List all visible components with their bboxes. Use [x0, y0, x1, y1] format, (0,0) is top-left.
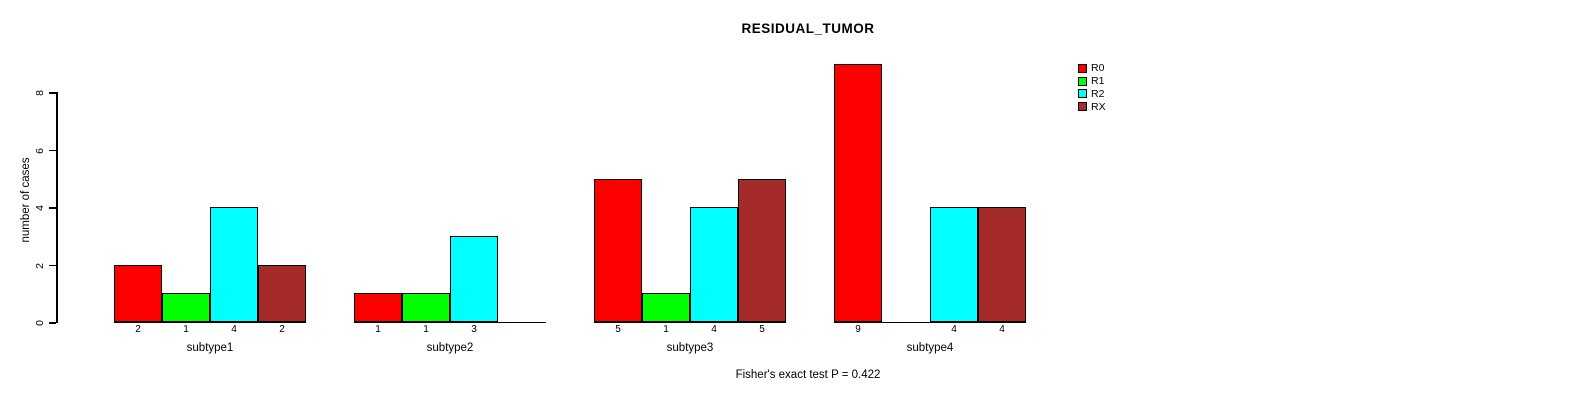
bar-value-label: 1 — [375, 324, 381, 335]
group-baseline — [354, 321, 546, 323]
legend-swatch-RX — [1078, 102, 1087, 112]
bar-R1-subtype1 — [162, 293, 210, 322]
y-axis-line — [56, 92, 58, 324]
bar-value-label: 2 — [135, 324, 141, 335]
bar-R2-subtype2 — [450, 235, 498, 322]
bar-R1-subtype3 — [642, 293, 690, 322]
legend-swatch-R0 — [1078, 63, 1087, 73]
y-axis-label: number of cases — [20, 157, 32, 243]
y-tick-mark — [49, 149, 56, 152]
chart-title: RESIDUAL_TUMOR — [741, 21, 875, 36]
legend-item-R1: R1 — [1078, 75, 1106, 88]
bar-R0-subtype2 — [354, 293, 402, 322]
bar-value-label: 1 — [423, 324, 429, 335]
bar-R0-subtype3 — [594, 178, 642, 322]
bar-value-label: 5 — [615, 324, 621, 335]
bar-RX-subtype1 — [258, 264, 306, 322]
group-baseline — [834, 321, 1026, 323]
bar-value-label: 1 — [183, 324, 189, 335]
bar-R2-subtype4 — [930, 207, 978, 322]
legend: R0 R1 R2 RX — [1078, 62, 1106, 113]
bar-value-label: 4 — [951, 324, 957, 335]
bar-R0-subtype1 — [114, 264, 162, 322]
legend-item-R0: R0 — [1078, 62, 1106, 75]
y-tick-mark — [49, 207, 56, 209]
category-label-subtype3: subtype3 — [666, 342, 714, 354]
legend-swatch-R2 — [1078, 89, 1087, 99]
y-tick-label: 4 — [34, 205, 46, 212]
legend-item-RX: RX — [1078, 100, 1106, 113]
fisher-test-caption: Fisher's exact test P = 0.422 — [735, 369, 881, 381]
bar-RX-subtype4 — [978, 207, 1026, 322]
bar-value-label: 5 — [759, 324, 765, 335]
bar-R1-subtype2 — [402, 293, 450, 322]
y-tick-label: 6 — [34, 147, 46, 154]
category-label-subtype2: subtype2 — [426, 342, 474, 354]
legend-swatch-R1 — [1078, 76, 1087, 86]
bar-R2-subtype3 — [690, 207, 738, 322]
bar-value-label: 4 — [999, 324, 1005, 335]
group-baseline — [594, 321, 786, 323]
bar-R2-subtype1 — [210, 207, 258, 322]
group-baseline — [114, 321, 306, 323]
category-label-subtype1: subtype1 — [186, 342, 234, 354]
bar-R0-subtype4 — [834, 63, 882, 322]
legend-item-R2: R2 — [1078, 88, 1106, 101]
bar-value-label: 4 — [711, 324, 717, 335]
bar-RX-subtype3 — [738, 178, 786, 322]
bar-value-label: 1 — [663, 324, 669, 335]
y-tick-mark — [49, 322, 56, 324]
y-tick-label: 2 — [34, 262, 46, 269]
y-tick-mark — [49, 264, 56, 267]
bar-value-label: 9 — [855, 324, 861, 335]
category-label-subtype4: subtype4 — [906, 342, 954, 354]
y-tick-label: 8 — [34, 90, 46, 97]
bar-value-label: 2 — [279, 324, 285, 335]
legend-label: R1 — [1091, 74, 1105, 87]
bar-value-label: 3 — [471, 324, 477, 335]
legend-label: RX — [1091, 100, 1106, 113]
legend-label: R0 — [1091, 62, 1105, 75]
legend-label: R2 — [1091, 87, 1105, 100]
bar-value-label: 4 — [231, 324, 237, 335]
y-tick-label: 0 — [34, 320, 46, 326]
y-tick-mark — [49, 92, 56, 94]
